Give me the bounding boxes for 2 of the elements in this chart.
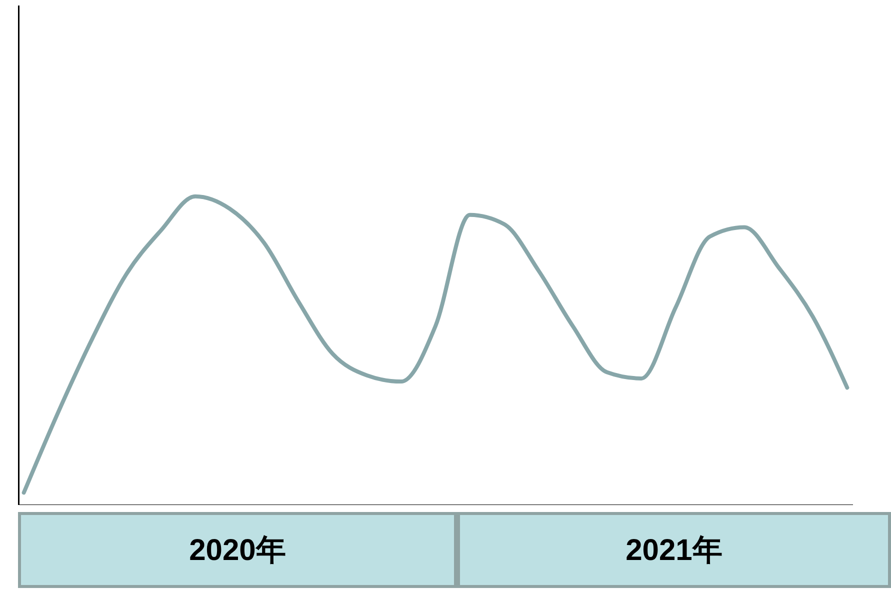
text: 2021年: [457, 512, 891, 588]
text: 2020年: [18, 512, 457, 588]
